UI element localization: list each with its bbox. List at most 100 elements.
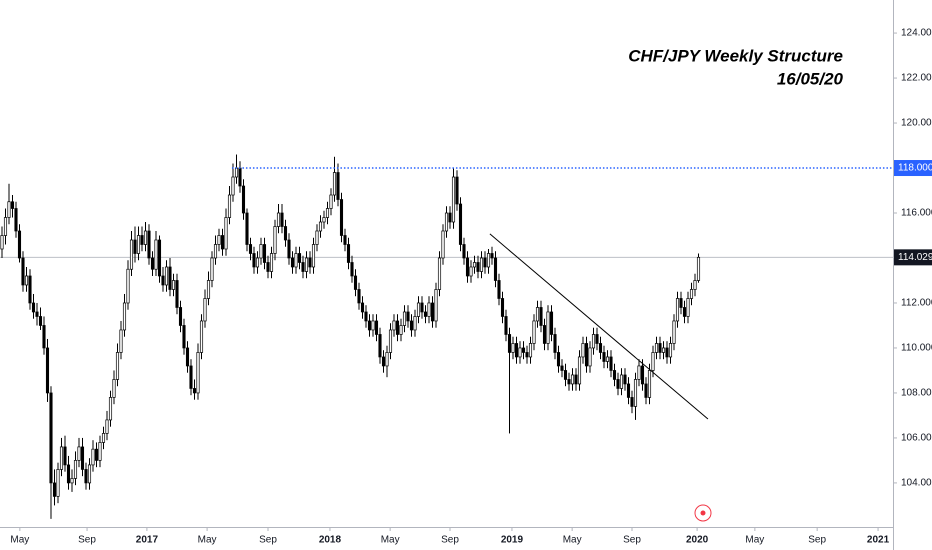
- candle-body: [154, 239, 158, 270]
- candle-body: [497, 280, 501, 299]
- resistance-label: 118.000: [898, 163, 932, 174]
- candle-body: [689, 289, 694, 299]
- candle-body: [451, 176, 456, 223]
- candle-body: [542, 325, 547, 344]
- candle-body: [21, 257, 25, 286]
- candle-body: [647, 370, 652, 398]
- candle-body: [241, 185, 246, 214]
- candle-body: [507, 334, 512, 353]
- candle-body: [570, 374, 575, 385]
- x-tick-label: Sep: [78, 535, 96, 546]
- candle-body: [73, 460, 78, 479]
- candle-body: [668, 343, 673, 358]
- candle-body: [238, 167, 242, 187]
- candle-body: [493, 257, 498, 281]
- candle-body: [588, 347, 592, 367]
- candle-body: [367, 320, 372, 331]
- candle-body: [483, 257, 487, 268]
- candle-body: [87, 464, 92, 484]
- candle-body: [616, 379, 620, 389]
- candle-body: [388, 329, 393, 353]
- candle-body: [402, 311, 407, 326]
- candle-body: [157, 239, 162, 277]
- candle-body: [269, 253, 274, 272]
- x-tick-label: May: [563, 535, 582, 546]
- candle-body: [189, 365, 193, 389]
- candle-body: [164, 266, 169, 286]
- candle-body: [105, 419, 109, 434]
- candle-body: [479, 257, 484, 272]
- candle-body: [476, 262, 480, 272]
- candle-body: [532, 320, 536, 344]
- candle-body: [416, 302, 421, 317]
- last-price-label: 114.029: [898, 252, 932, 263]
- candle-body: [252, 253, 256, 268]
- candle-body: [392, 320, 396, 331]
- candle-body: [553, 334, 557, 353]
- candle-body: [234, 167, 239, 178]
- candle-body: [325, 208, 330, 218]
- candle-body: [420, 302, 424, 313]
- candle-body: [598, 343, 603, 353]
- candle-body: [486, 253, 491, 268]
- candle-body: [630, 397, 634, 407]
- candle-body: [17, 230, 22, 259]
- candle-body: [346, 244, 351, 263]
- candle-body: [469, 266, 473, 277]
- candle-body: [3, 217, 8, 236]
- candle-body: [91, 448, 95, 466]
- candle-body: [245, 212, 249, 245]
- candle-body: [437, 257, 442, 290]
- candle-body: [255, 257, 260, 268]
- x-tick-label: Sep: [623, 535, 641, 546]
- candle-body: [196, 352, 200, 394]
- candle-body: [213, 244, 218, 259]
- y-tick-label: 108.000: [901, 388, 932, 399]
- candle-body: [654, 343, 659, 353]
- candle-body: [294, 253, 298, 268]
- candle-body: [581, 343, 585, 358]
- candle-body: [364, 311, 368, 322]
- candle-body: [182, 325, 186, 349]
- candle-body: [266, 262, 270, 272]
- candle-body: [612, 370, 617, 380]
- candle-body: [66, 464, 71, 484]
- candle-body: [458, 203, 463, 245]
- candle-body: [94, 448, 99, 461]
- candle-body: [465, 257, 470, 277]
- candle-body: [577, 356, 582, 385]
- candle-body: [539, 307, 543, 326]
- candle-body: [297, 253, 302, 263]
- candle-body: [619, 374, 624, 389]
- candle-body: [133, 239, 137, 254]
- candle-body: [549, 311, 554, 335]
- candle-body: [521, 347, 526, 353]
- candle-body: [640, 365, 645, 385]
- candle-body: [56, 469, 60, 497]
- x-tick-label: May: [198, 535, 217, 546]
- candle-body: [308, 257, 312, 268]
- candle-body: [430, 302, 435, 322]
- candle-body: [357, 289, 361, 304]
- candle-body: [168, 266, 172, 290]
- candle-body: [199, 320, 204, 353]
- candle-body: [514, 343, 519, 358]
- candle-body: [448, 212, 452, 223]
- last-price-badge: [894, 249, 932, 266]
- candle-body: [301, 262, 305, 272]
- x-tick-label: 2018: [319, 535, 342, 546]
- candle-body: [500, 298, 505, 317]
- event-marker[interactable]: [694, 504, 712, 522]
- candle-body: [434, 289, 438, 322]
- candle-body: [626, 383, 631, 398]
- candle-body: [273, 226, 277, 254]
- x-tick-label: 2019: [501, 535, 524, 546]
- candle-body: [290, 257, 295, 268]
- y-tick-label: 104.000: [901, 478, 932, 489]
- candle-body: [556, 352, 561, 367]
- event-dot[interactable]: [700, 510, 706, 516]
- candle-body: [77, 446, 81, 461]
- x-tick-label: 2017: [136, 535, 159, 546]
